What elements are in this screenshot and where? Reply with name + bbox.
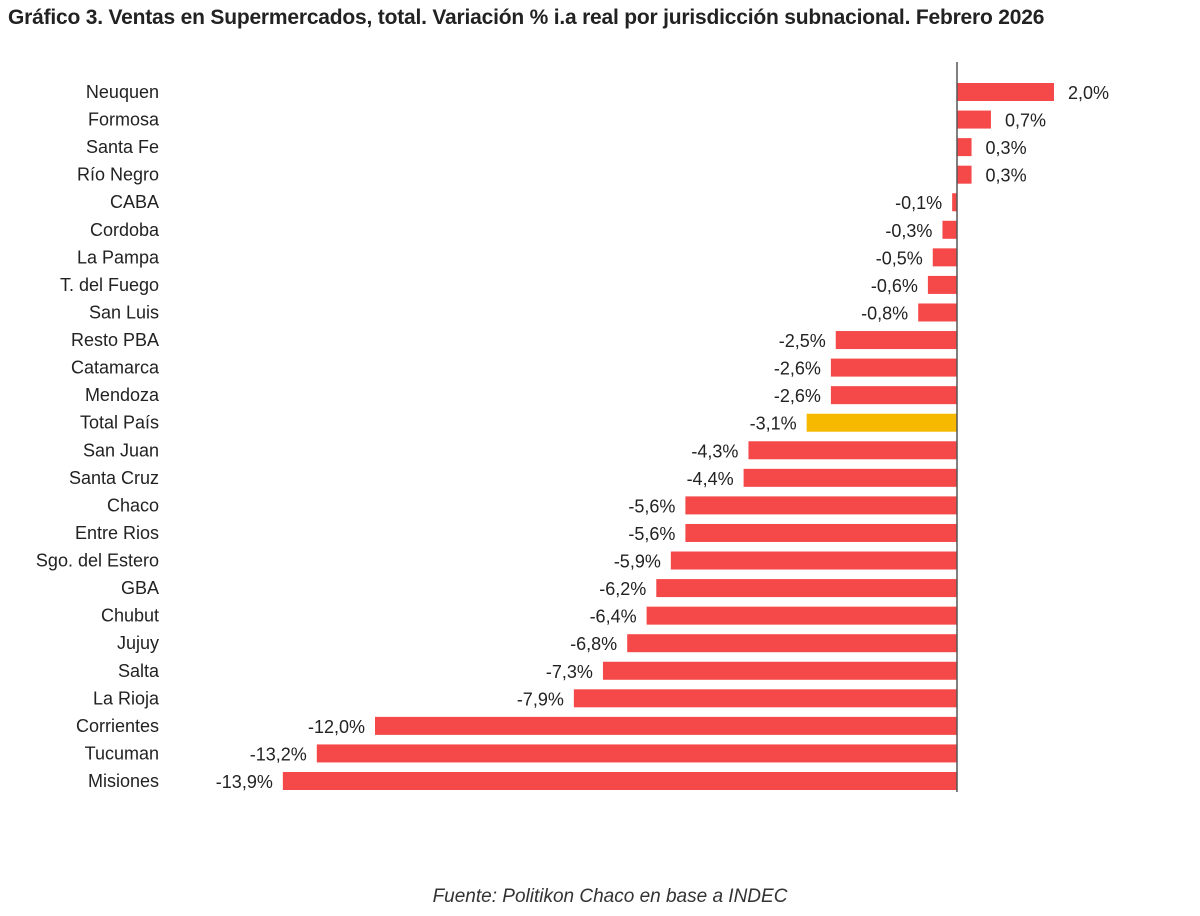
bar: [748, 441, 957, 460]
bar: [573, 689, 957, 708]
bar: [957, 165, 972, 184]
bar: [927, 275, 957, 294]
bar: [932, 248, 957, 267]
bar: [952, 193, 957, 212]
data-label: -3,1%: [750, 414, 797, 434]
category-label: Total País: [80, 413, 159, 433]
category-label: Chaco: [107, 495, 159, 515]
bar: [602, 661, 957, 680]
category-label: San Juan: [83, 440, 159, 460]
category-label: T. del Fuego: [60, 275, 159, 295]
data-label: -0,8%: [861, 303, 908, 323]
bar: [806, 413, 957, 432]
data-label: -6,8%: [570, 634, 617, 654]
category-label: Neuquen: [86, 82, 159, 102]
bar: [375, 716, 957, 735]
data-label: 0,3%: [986, 138, 1027, 158]
bar: [957, 110, 991, 129]
category-label: Corrientes: [76, 716, 159, 736]
data-label: 0,3%: [986, 166, 1027, 186]
bar: [685, 523, 957, 542]
data-label: -2,6%: [774, 359, 821, 379]
bar: [830, 358, 957, 377]
data-label: -4,4%: [687, 469, 734, 489]
category-label: Chubut: [101, 606, 159, 626]
source-note: Fuente: Politikon Chaco en base a INDEC: [432, 886, 788, 907]
data-label: -0,6%: [871, 276, 918, 296]
category-label: Misiones: [88, 771, 159, 791]
bar: [316, 744, 957, 763]
data-label: -0,5%: [876, 248, 923, 268]
data-label: -4,3%: [691, 441, 738, 461]
data-label: -13,9%: [216, 772, 273, 792]
data-label: 0,7%: [1005, 111, 1046, 131]
data-label: -12,0%: [308, 717, 365, 737]
category-label: Jujuy: [117, 633, 159, 653]
data-label: -5,6%: [628, 524, 675, 544]
data-label: -2,5%: [779, 331, 826, 351]
bar: [957, 83, 1054, 101]
category-label: CABA: [110, 192, 159, 212]
category-label: Sgo. del Estero: [36, 551, 159, 571]
category-label: La Rioja: [93, 688, 160, 708]
bar: [918, 303, 957, 322]
bar: [282, 772, 958, 790]
data-label: -2,6%: [774, 386, 821, 406]
bar: [627, 634, 957, 653]
bar: [685, 496, 957, 515]
bar: [830, 386, 957, 405]
data-label: -0,1%: [895, 193, 942, 213]
bar: [670, 551, 957, 570]
data-label: -0,3%: [885, 221, 932, 241]
data-label: -5,9%: [614, 552, 661, 572]
category-label: Salta: [118, 661, 160, 681]
category-label: Catamarca: [71, 358, 160, 378]
data-label: 2,0%: [1068, 83, 1109, 103]
category-label: Tucuman: [85, 743, 159, 763]
category-label: Río Negro: [77, 165, 159, 185]
data-label: -5,6%: [628, 496, 675, 516]
category-label: Santa Fe: [86, 137, 159, 157]
category-label: GBA: [121, 578, 159, 598]
category-label: San Luis: [89, 302, 159, 322]
bar: [656, 579, 957, 598]
data-label: -13,2%: [250, 744, 307, 764]
category-label: Formosa: [88, 110, 160, 130]
data-label: -7,9%: [517, 689, 564, 709]
data-label: -6,2%: [599, 579, 646, 599]
category-label: Cordoba: [90, 220, 160, 240]
data-label: -7,3%: [546, 662, 593, 682]
bar: [942, 220, 957, 239]
bar: [835, 331, 957, 350]
chart-title: Gráfico 3. Ventas en Supermercados, tota…: [8, 6, 1045, 29]
category-label: La Pampa: [77, 247, 160, 267]
data-label: -6,4%: [590, 607, 637, 627]
category-label: Santa Cruz: [69, 468, 159, 488]
category-label: Resto PBA: [71, 330, 159, 350]
category-label: Mendoza: [85, 385, 160, 405]
category-label: Entre Rios: [75, 523, 159, 543]
bar: [957, 138, 972, 157]
bar: [743, 468, 957, 487]
bar: [646, 606, 957, 625]
